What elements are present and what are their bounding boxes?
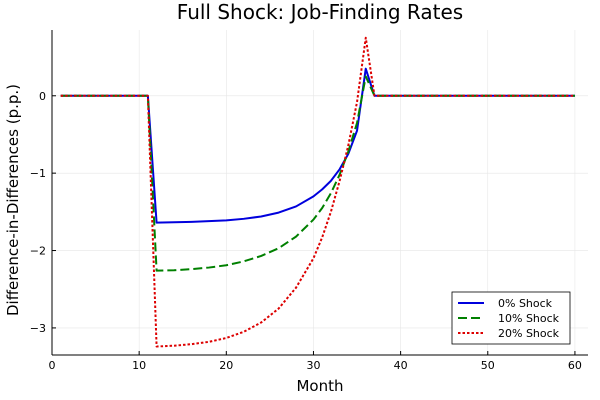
x-tick-label: 50: [481, 359, 495, 372]
y-tick-label: −1: [30, 167, 46, 180]
y-axis-title: Difference-in-Differences (p.p.): [4, 84, 22, 316]
chart-title: Full Shock: Job-Finding Rates: [177, 0, 463, 24]
x-tick-label: 20: [219, 359, 233, 372]
legend-label-2: 10% Shock: [498, 312, 560, 325]
y-tick-label: −2: [30, 245, 46, 258]
series-line-2: [60, 75, 575, 272]
x-tick-label: 30: [306, 359, 320, 372]
x-tick-label: 10: [132, 359, 146, 372]
x-tick-label: 60: [568, 359, 582, 372]
series-line-1: [60, 67, 575, 224]
x-tick-label: 0: [49, 359, 56, 372]
x-axis-title: Month: [296, 377, 343, 395]
series-layer: [60, 36, 575, 348]
y-tick-label: 0: [39, 90, 46, 103]
legend: 0% Shock 10% Shock 20% Shock: [451, 291, 571, 345]
legend-label-1: 0% Shock: [498, 297, 553, 310]
legend-label-3: 20% Shock: [498, 327, 560, 340]
x-tick-label: 40: [394, 359, 408, 372]
series-line-3: [60, 36, 575, 348]
axes-layer: 0 10 20 30 40 50 60 −3 −2 −1 0: [30, 30, 588, 372]
y-tick-label: −3: [30, 322, 46, 335]
